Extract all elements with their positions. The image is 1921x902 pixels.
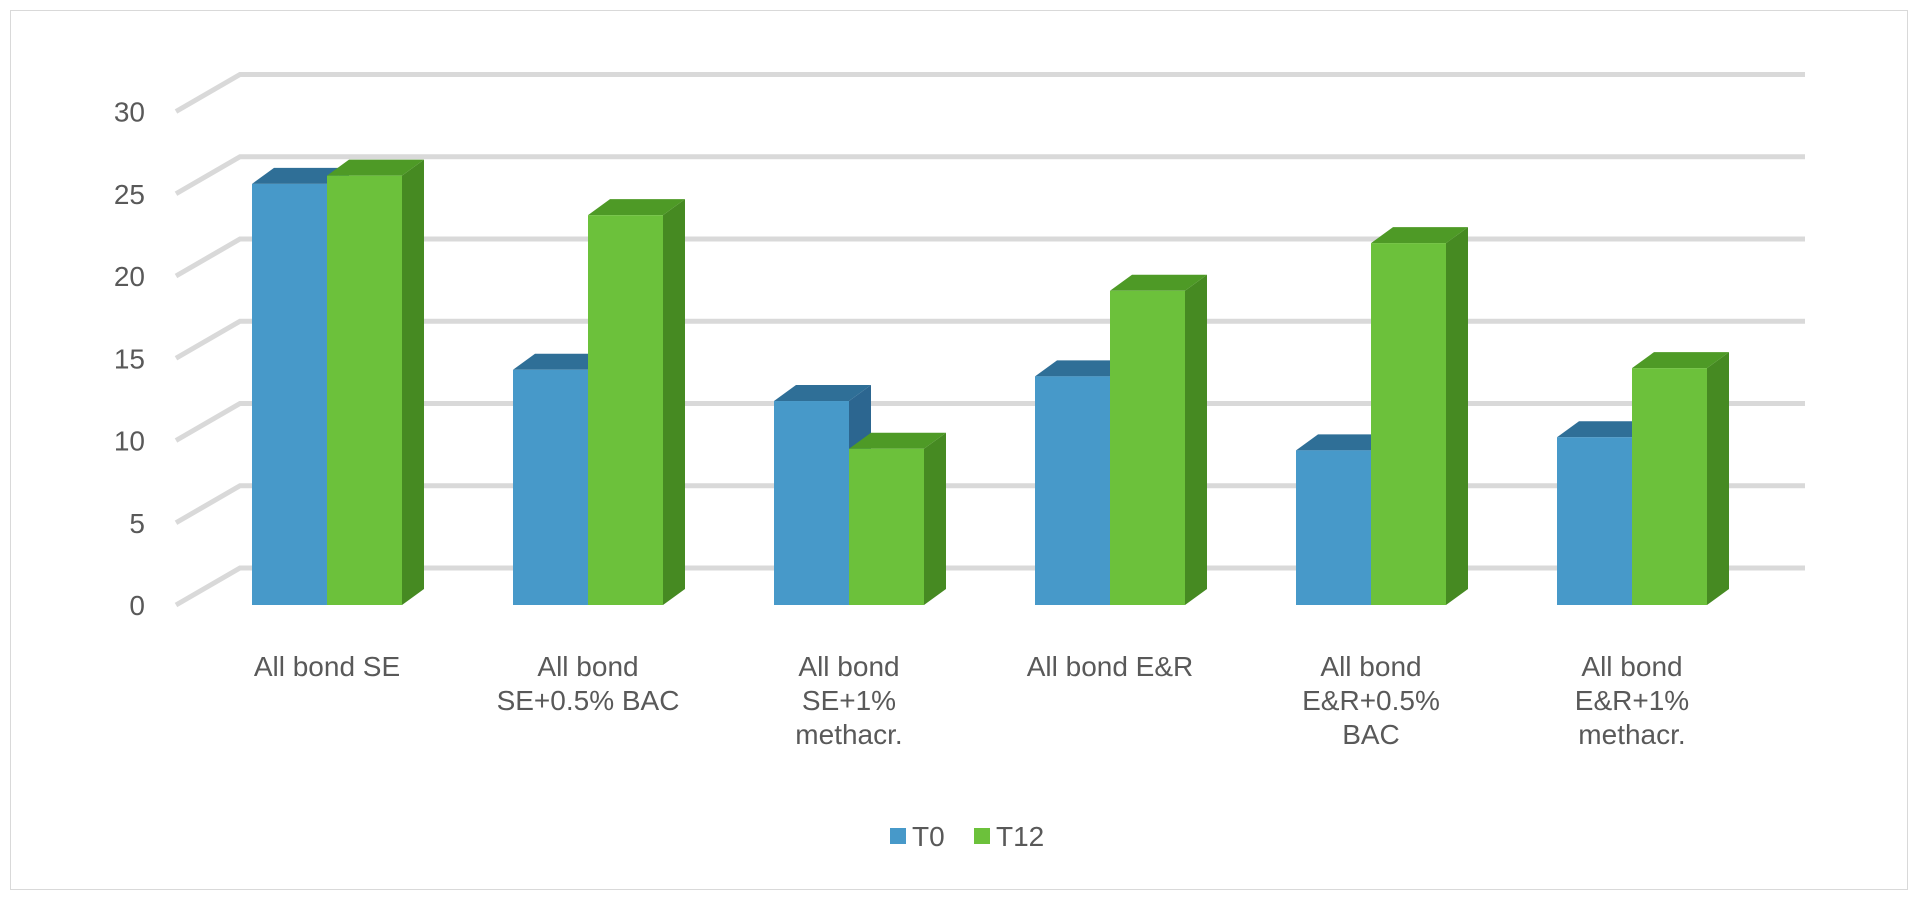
bar-t12-5 [1632, 352, 1729, 605]
bar-front [1296, 450, 1371, 605]
gridlines [174, 72, 1805, 608]
bar-front [1110, 290, 1185, 605]
y-tick-label: 5 [129, 508, 145, 539]
legend-label: T12 [996, 821, 1044, 852]
y-tick-label: 15 [114, 343, 145, 374]
bar-front [1371, 243, 1446, 605]
bar-side [1707, 352, 1729, 605]
gridline-10 [174, 401, 1805, 443]
bar-side [1446, 227, 1468, 605]
bar-t12-4 [1371, 227, 1468, 605]
category-label: All bond E&R [1027, 651, 1194, 682]
bar-t12-1 [588, 199, 685, 605]
bar-top [1632, 352, 1729, 369]
y-tick-label: 20 [114, 261, 145, 292]
legend-item-t0: T0 [890, 821, 945, 852]
gridline-15 [174, 318, 1805, 361]
bar-top [774, 385, 871, 402]
bar-top [327, 159, 424, 176]
gridline-20 [174, 236, 1805, 279]
legend-item-t12: T12 [974, 821, 1044, 852]
bar-top [1296, 434, 1393, 451]
legend: T0 T12 [890, 821, 1044, 852]
bar-top [252, 167, 349, 184]
y-tick-label: 10 [114, 426, 145, 457]
bar-top [513, 353, 610, 370]
bar-side [402, 159, 424, 605]
gridline-0 [174, 565, 1805, 608]
bar-top [1557, 421, 1654, 438]
bar-front [1035, 376, 1110, 605]
category-label: All bond SE [254, 651, 400, 682]
y-axis-ticks: 0 5 10 15 20 25 30 [114, 97, 145, 622]
legend-swatch [890, 828, 906, 844]
category-label: All bond E&R+1% methacr. [1575, 651, 1689, 750]
bar-t12-3 [1110, 274, 1207, 605]
bar-front [1557, 437, 1632, 605]
y-tick-label: 25 [114, 179, 145, 210]
bar-front [588, 215, 663, 605]
legend-swatch [974, 828, 990, 844]
legend-label: T0 [912, 821, 945, 852]
bar-front [1632, 368, 1707, 605]
bar-t12-2 [849, 432, 946, 605]
bar-top [849, 432, 946, 449]
bar-side [1185, 274, 1207, 605]
gridline-5 [174, 483, 1805, 525]
bar-top [588, 199, 685, 216]
bars [252, 159, 1729, 605]
bar-top [1371, 227, 1468, 244]
bar-front [327, 175, 402, 605]
bar-t12-0 [327, 159, 424, 605]
bar-side [663, 199, 685, 605]
x-axis-categories: All bond SE All bond SE+0.5% BAC All bond SE… [254, 651, 1689, 750]
gridline-25 [174, 154, 1805, 196]
category-label: All bond SE+1% methacr. [795, 651, 902, 750]
bar-top [1035, 360, 1132, 377]
bar-front [513, 369, 588, 605]
bar-top [1110, 274, 1207, 291]
bar-front [252, 183, 327, 605]
bar-side [924, 432, 946, 605]
category-label: All bond E&R+0.5% BAC [1302, 651, 1440, 750]
y-tick-label: 30 [114, 97, 145, 128]
category-label: All bond SE+0.5% BAC [497, 651, 680, 716]
gridline-30 [174, 72, 1805, 114]
bar-front [849, 448, 924, 605]
y-tick-label: 0 [129, 590, 145, 621]
bar-front [774, 401, 849, 605]
